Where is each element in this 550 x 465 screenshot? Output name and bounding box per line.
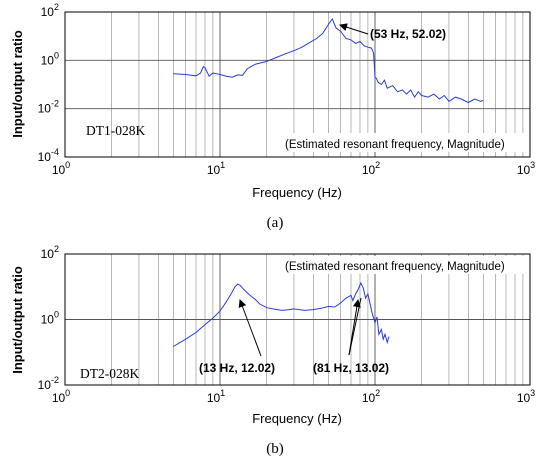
panel-a-xtick-label: 103: [517, 160, 535, 177]
panel-b-grid: [65, 254, 530, 385]
panel-b-peak2-arrow-b: [348, 297, 362, 356]
panel-b-plot-area: [64, 253, 531, 386]
panel-b-ytick-label: 10-2: [38, 375, 59, 392]
panel-a-ytick-label: 10-4: [38, 147, 59, 164]
panel-a-xlabel: Frequency (Hz): [252, 185, 342, 200]
panel-b-peak1-arrow: [238, 299, 262, 357]
panel-a-xtick-label: 101: [207, 160, 225, 177]
panel-a-ytick-label: 100: [41, 50, 59, 67]
panel-a-peak-label: (53 Hz, 52.02): [370, 27, 446, 41]
panel-a: 100 101 102 103 102 100 10-2 10-4 Input/output …: [10, 2, 535, 231]
panel-a-xtick-label: 102: [362, 160, 380, 177]
panel-a-ylabel: Input/output ratio: [10, 30, 25, 138]
panel-a-ticks: 100 101 102 103 102 100 10-2 10-4: [38, 2, 536, 177]
panel-b-ylabel: Input/output ratio: [10, 266, 25, 374]
panel-a-ytick-label: 102: [41, 2, 59, 19]
panel-b-peak2-label: (81 Hz, 13.02): [313, 361, 389, 375]
panel-a-peak-arrow: [339, 23, 369, 35]
panel-b-annotation-text: (Estimated resonant frequency, Magnitude…: [285, 261, 505, 273]
panel-b-xlabel: Frequency (Hz): [252, 411, 342, 426]
panel-a-specimen-label: DT1-028K: [86, 123, 145, 138]
panel-b-xtick-label: 102: [362, 388, 380, 405]
panel-b-peak1-label: (13 Hz, 12.02): [199, 361, 275, 375]
panel-a-grid: [65, 12, 530, 157]
panel-a-data-line: [173, 17, 484, 104]
panel-a-ytick-label: 10-2: [38, 99, 59, 116]
panel-a-annotation-box: [283, 133, 527, 152]
panel-a-caption: (a): [267, 215, 284, 231]
panel-b-annotation-box: [283, 256, 527, 274]
panel-b-xtick-label: 103: [517, 388, 535, 405]
panel-b-xtick-label: 101: [207, 388, 225, 405]
panel-a-xtick-label: 100: [52, 160, 70, 177]
panel-b-ytick-label: 102: [41, 244, 59, 261]
panel-a-plot-area: [64, 11, 531, 158]
panel-b-specimen-label: DT2-028K: [80, 366, 139, 381]
panel-b-xtick-label: 100: [52, 388, 70, 405]
panel-b-data-line: [173, 281, 390, 347]
panel-b-caption: (b): [266, 441, 284, 457]
panel-a-annotation-text: (Estimated resonant frequency, Magnitude…: [285, 139, 505, 151]
panel-b-ytick-label: 100: [41, 310, 59, 327]
